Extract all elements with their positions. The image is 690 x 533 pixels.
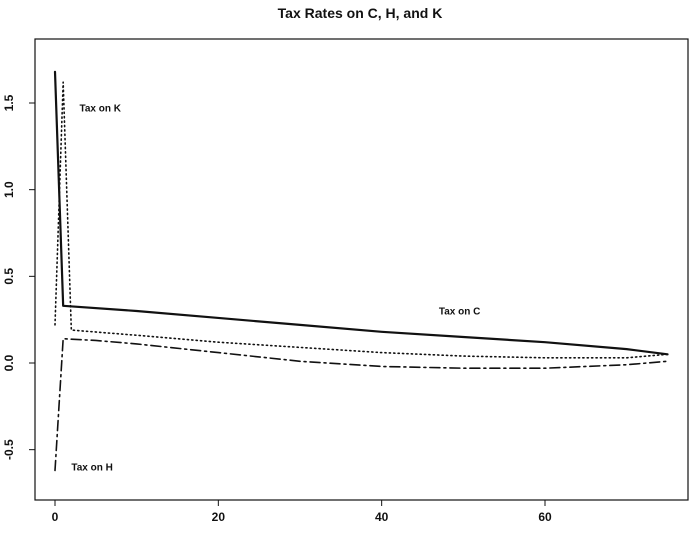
- annotation-1: Tax on C: [439, 306, 480, 317]
- y-tick-label-4: 1.5: [2, 94, 16, 111]
- chart-title: Tax Rates on C, H, and K: [278, 5, 443, 21]
- x-tick-label-3: 60: [538, 510, 552, 524]
- y-tick-label-3: 1.0: [2, 181, 16, 198]
- x-tick-label-2: 40: [375, 510, 389, 524]
- plot-frame: [34, 38, 689, 501]
- y-axis: -0.5 0.0 0.5 1.0 1.5: [2, 94, 35, 460]
- y-tick-label-1: 0.0: [2, 354, 16, 371]
- y-tick-label-0: -0.5: [2, 439, 16, 460]
- series-2: [54, 337, 669, 472]
- x-tick-label-1: 20: [212, 510, 226, 524]
- series-0: [53, 70, 669, 356]
- annotation-group: Tax on K Tax on C Tax on H: [71, 104, 480, 474]
- annotation-2: Tax on H: [71, 462, 112, 473]
- series-1: [54, 81, 669, 359]
- series-group: [53, 70, 669, 472]
- annotation-0: Tax on K: [80, 104, 122, 115]
- x-tick-label-0: 0: [52, 510, 59, 524]
- x-axis: 0 20 40 60: [52, 500, 552, 524]
- y-tick-label-2: 0.5: [2, 268, 16, 285]
